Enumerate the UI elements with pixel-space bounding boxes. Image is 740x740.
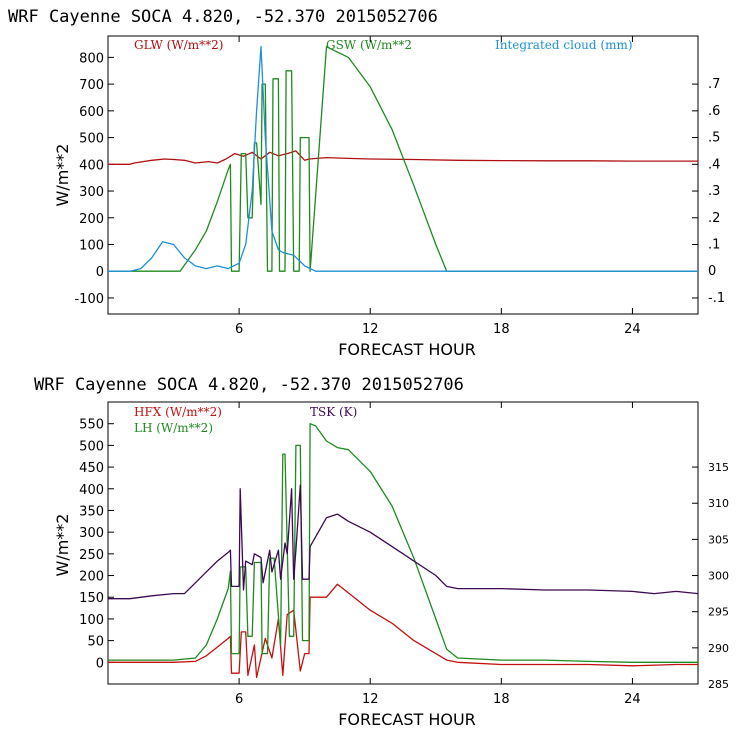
chart-2-legend-hfx: HFX (W/m**2) (134, 405, 222, 419)
chart-2-ticks: 6 12 18 24 0 50 100 150 200 250 300 350 400 450 500 550… (79, 402, 729, 707)
chart-2-y2-tick-label: 305 (708, 533, 729, 546)
chart-2-series-tsk-line (108, 484, 699, 600)
chart-1-y-tick-label: 600 (79, 105, 104, 120)
chart-2-x-axis-label: FORECAST HOUR (338, 710, 476, 729)
chart-2-title: WRF Cayenne SOCA 4.820, -52.370 20150527… (34, 375, 464, 395)
chart-2-legend-tsk: TSK (K) (310, 405, 357, 419)
chart-1-y2-tick-label: .6 (708, 104, 720, 119)
chart-2-y-tick-label: 550 (79, 418, 104, 433)
chart-1-legend-cloud: Integrated cloud (mm) (495, 38, 633, 52)
chart-1-series-integrated-line (108, 46, 698, 272)
chart-1-y-tick-label: 100 (79, 239, 104, 254)
chart-1-y2-tick-label: 0 (708, 264, 716, 279)
chart-1-y2-tick-label: .5 (708, 131, 720, 146)
chart-1-y2-tick-label: .3 (708, 184, 720, 199)
chart-2: WRF Cayenne SOCA 4.820, -52.370 20150527… (34, 375, 729, 729)
chart-1-x-tick-label: 6 (235, 322, 243, 337)
chart-1-series (108, 46, 698, 272)
chart-1-y-tick-label: 500 (79, 132, 104, 147)
chart-2-x-tick-label: 18 (493, 692, 510, 707)
chart-1-ticks: 6 12 18 24 -100 0 100 200 300 400 500 600 700 800 -.1 0… (74, 36, 725, 337)
chart-1-y-tick-label: 700 (79, 78, 104, 93)
chart-1-y2-tick-label: .2 (708, 211, 720, 226)
chart-2-y-tick-label: 100 (79, 613, 104, 628)
chart-1-x-tick-label: 18 (493, 322, 510, 337)
chart-1-legend-glw: GLW (W/m**2) (134, 38, 223, 52)
chart-1-y-tick-label: 0 (96, 265, 104, 280)
chart-1-y2-tick-label: .7 (708, 77, 720, 92)
chart-1-series-glw-line (108, 150, 698, 165)
chart-2-y-tick-label: 300 (79, 526, 104, 541)
chart-2-y-tick-label: 400 (79, 483, 104, 498)
chart-1-y2-tick-label: .1 (708, 238, 720, 253)
chart-2-y-tick-label: 50 (87, 635, 104, 650)
chart-2-y2-tick-label: 310 (708, 497, 729, 510)
chart-2-series-hfx-line (108, 583, 698, 679)
chart-2-y-axis-label: W/m**2 (53, 514, 72, 577)
chart-1-y2-tick-label: .4 (708, 157, 720, 172)
chart-2-series (108, 423, 699, 679)
chart-2-x-tick-label: 6 (235, 692, 243, 707)
chart-2-plot-frame (107, 401, 699, 685)
chart-1: WRF Cayenne SOCA 4.820, -52.370 20150527… (8, 7, 725, 359)
chart-1-y-tick-label: 200 (79, 212, 104, 227)
chart-2-series-lh-line (108, 423, 698, 663)
chart-2-y-tick-label: 200 (79, 570, 104, 585)
chart-2-x-tick-label: 12 (362, 692, 379, 707)
chart-1-plot-frame (107, 35, 699, 315)
chart-1-legend-gsw: GSW (W/m**2 (326, 38, 412, 52)
chart-2-y2-tick-label: 315 (708, 461, 729, 474)
chart-1-y-tick-label: -100 (74, 292, 104, 307)
chart-1-series-gsw-line (108, 46, 698, 272)
chart-1-x-tick-label: 12 (362, 322, 379, 337)
chart-1-x-axis-label: FORECAST HOUR (338, 340, 476, 359)
chart-1-x-tick-label: 24 (624, 322, 641, 337)
chart-2-y-tick-label: 350 (79, 504, 104, 519)
chart-2-y2-tick-label: 290 (708, 642, 729, 655)
chart-1-y-tick-label: 300 (79, 185, 104, 200)
chart-1-title: WRF Cayenne SOCA 4.820, -52.370 20150527… (8, 7, 438, 27)
chart-2-y-tick-label: 0 (96, 656, 104, 671)
chart-2-legend-lh: LH (W/m**2) (134, 421, 213, 435)
chart-1-y-axis-label: W/m**2 (53, 144, 72, 207)
chart-2-x-tick-label: 24 (624, 692, 641, 707)
chart-2-y-tick-label: 150 (79, 591, 104, 606)
chart-2-y2-tick-label: 295 (708, 606, 729, 619)
chart-1-y-tick-label: 400 (79, 158, 104, 173)
chart-2-y-tick-label: 250 (79, 548, 104, 563)
chart-2-y2-tick-label: 300 (708, 570, 729, 583)
chart-1-y-tick-label: 800 (79, 51, 104, 66)
chart-2-y2-tick-label: 285 (708, 678, 729, 691)
chart-2-y-tick-label: 500 (79, 439, 104, 454)
chart-2-y-tick-label: 450 (79, 461, 104, 476)
chart-1-y2-tick-label: -.1 (708, 291, 725, 306)
